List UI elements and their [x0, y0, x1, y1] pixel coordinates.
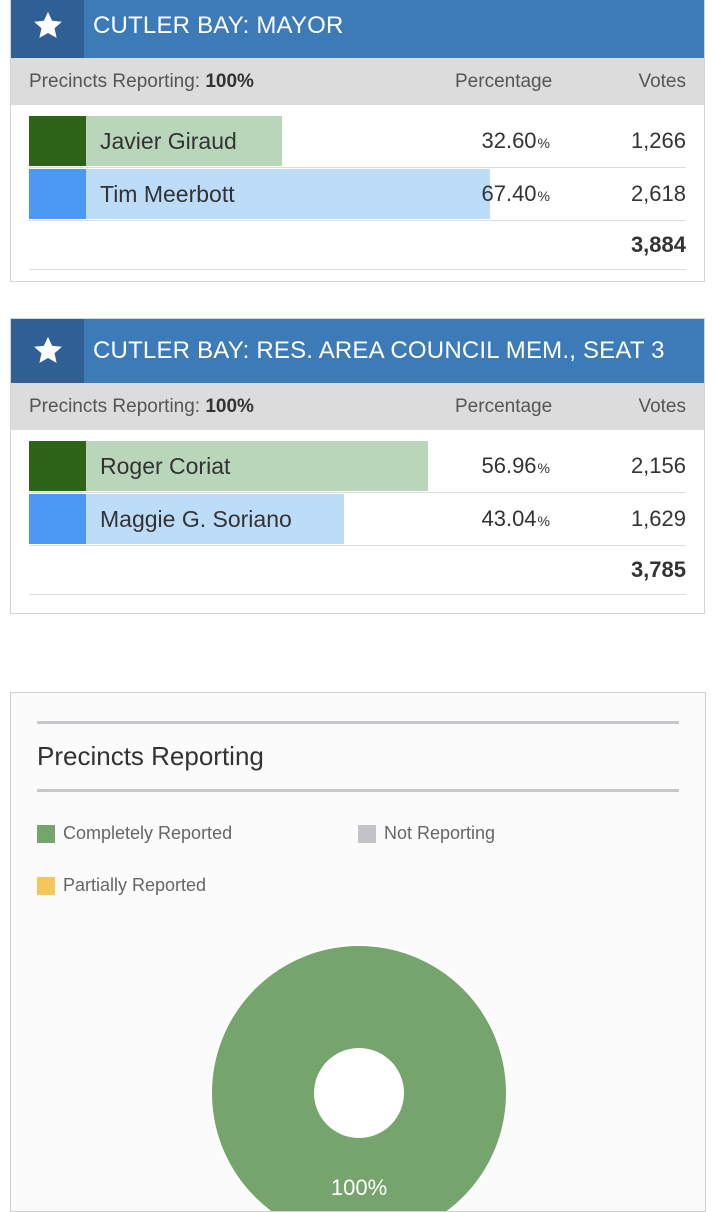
precincts-reporting-card: Precincts Reporting Completely Reported … [10, 692, 706, 1212]
candidate-name: Maggie G. Soriano [100, 505, 292, 532]
candidate-percentage: 32.60% [481, 128, 550, 153]
donut-percent-label: 100% [330, 1175, 388, 1200]
candidate-list: Roger Coriat 56.96% 2,156 Maggie G. Sori… [11, 430, 704, 595]
votes-header: Votes [638, 396, 686, 417]
legend-label: Completely Reported [63, 823, 233, 843]
candidate-percentage: 56.96% [481, 453, 550, 478]
legend-completely-reported[interactable]: Completely Reported [37, 823, 232, 844]
legend-label: Not Reporting [384, 823, 496, 843]
candidate-percentage: 43.04% [481, 506, 550, 531]
race-card-mayor: CUTLER BAY: MAYOR Precincts Reporting: 1… [10, 0, 705, 282]
legend-swatch [358, 824, 376, 843]
candidate-votes: 2,156 [630, 453, 686, 478]
race-card-council-seat-3: CUTLER BAY: RES. AREA COUNCIL MEM., SEAT… [10, 318, 705, 614]
candidate-row: Tim Meerbott 67.40% 2,618 [29, 168, 686, 221]
star-icon[interactable] [11, 0, 84, 58]
vote-share-bar [86, 494, 344, 544]
total-votes: 3,785 [630, 557, 686, 582]
reporting-label: Precincts Reporting: [29, 71, 201, 92]
candidate-name: Javier Giraud [100, 127, 237, 154]
candidate-color-swatch [29, 169, 86, 219]
precincts-title: Precincts Reporting [37, 741, 264, 771]
reporting-value: 100% [205, 71, 254, 92]
vote-share-bar [86, 169, 490, 219]
divider [37, 789, 679, 792]
legend-label: Partially Reported [63, 875, 207, 895]
precincts-donut-chart: 100% [209, 943, 509, 1211]
column-header: Precincts Reporting: 100% Percentage Vot… [11, 58, 704, 105]
candidate-votes: 1,266 [630, 128, 686, 153]
vote-share-bar [86, 116, 282, 166]
candidate-votes: 1,629 [630, 506, 686, 531]
star-icon[interactable] [11, 319, 84, 383]
candidate-name: Tim Meerbott [100, 180, 235, 207]
donut-hole [314, 1048, 404, 1138]
vote-share-bar [86, 441, 428, 491]
legend-swatch [37, 824, 55, 843]
votes-header: Votes [638, 71, 686, 92]
total-votes: 3,884 [630, 232, 686, 257]
total-row: 3,884 [29, 221, 686, 270]
candidate-row: Roger Coriat 56.96% 2,156 [29, 440, 686, 493]
candidate-color-swatch [29, 441, 86, 491]
race-title: CUTLER BAY: RES. AREA COUNCIL MEM., SEAT… [93, 337, 665, 364]
percentage-header: Percentage [455, 396, 553, 417]
candidate-color-swatch [29, 116, 86, 166]
legend-swatch [37, 876, 55, 895]
candidate-list: Javier Giraud 32.60% 1,266 Tim Meerbott … [11, 105, 704, 270]
race-title: CUTLER BAY: MAYOR [93, 11, 344, 39]
race-header[interactable]: CUTLER BAY: RES. AREA COUNCIL MEM., SEAT… [11, 319, 704, 383]
race-header[interactable]: CUTLER BAY: MAYOR [11, 0, 704, 58]
candidate-row: Javier Giraud 32.60% 1,266 [29, 115, 686, 168]
reporting-label: Precincts Reporting: [29, 396, 201, 417]
donut-svg [210, 944, 508, 1211]
candidate-row: Maggie G. Soriano 43.04% 1,629 [29, 493, 686, 546]
candidate-name: Roger Coriat [100, 452, 231, 479]
candidate-color-swatch [29, 494, 86, 544]
divider [37, 721, 679, 724]
total-row: 3,785 [29, 546, 686, 595]
legend-partially-reported[interactable]: Partially Reported [37, 875, 206, 896]
candidate-percentage: 67.40% [481, 181, 550, 206]
reporting-value: 100% [205, 396, 254, 417]
column-header: Precincts Reporting: 100% Percentage Vot… [11, 383, 704, 430]
candidate-votes: 2,618 [630, 181, 686, 206]
percentage-header: Percentage [455, 71, 553, 92]
legend-not-reporting[interactable]: Not Reporting [358, 823, 495, 844]
